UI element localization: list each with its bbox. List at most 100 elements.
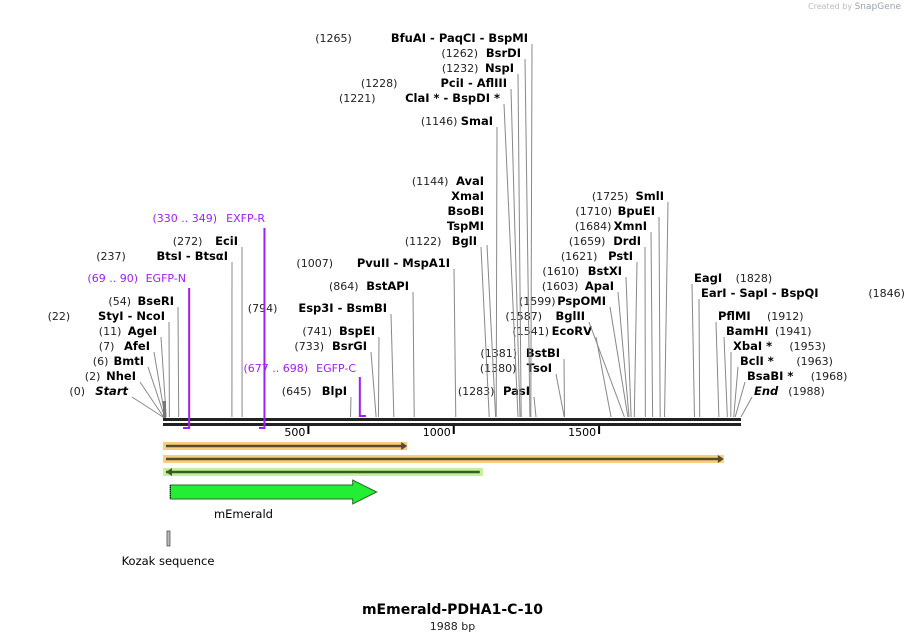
cut-position: (1968) (811, 370, 848, 383)
restriction-site[interactable]: BmtI (6) (93, 354, 166, 418)
primer-name: EXFP-R (226, 212, 265, 225)
restriction-site[interactable]: PasI(1283) (458, 384, 537, 418)
orf-feature[interactable] (163, 442, 408, 450)
restriction-site[interactable]: BclI * (1963) (733, 354, 833, 418)
ruler-tick-label: 1500 (568, 426, 596, 439)
enzyme-name: BclI * (740, 354, 774, 368)
cut-position: (1603) (542, 280, 579, 293)
restriction-site[interactable]: EciI (272) (173, 234, 243, 418)
site-connector (177, 306, 180, 418)
site-connector (412, 291, 415, 418)
restriction-site[interactable]: ApaI (1603) (542, 279, 630, 418)
site-connector (139, 381, 164, 418)
restriction-site[interactable]: End (1988) (740, 384, 825, 418)
restriction-site[interactable]: EagI (1828) (691, 271, 772, 418)
restriction-site[interactable]: BsoBI (447, 204, 484, 218)
restriction-site[interactable]: TsoI (1380) (480, 361, 565, 418)
enzyme-name: BamHI (726, 324, 768, 338)
restriction-site[interactable]: SmaI(1146) (421, 114, 498, 418)
ruler-tick-label: 500 (284, 426, 305, 439)
restriction-site[interactable]: BsrGI (733) (294, 339, 377, 418)
enzyme-name: Esp3I - BsmBI (298, 301, 387, 315)
cut-position: (272) (173, 235, 203, 248)
restriction-site[interactable]: SmlI (1725) (592, 189, 669, 418)
cut-position: (7) (99, 340, 115, 353)
start-stub (163, 401, 166, 418)
restriction-site[interactable]: PciI - AflIII (1228) (361, 76, 521, 418)
cut-position: (1146) (421, 115, 458, 128)
kozak-feature[interactable]: Kozak sequence (122, 530, 215, 568)
restriction-site[interactable]: BsrDI (1262) (441, 46, 531, 418)
restriction-site[interactable]: EarI - SapI - BspQI (1846) (698, 286, 905, 418)
restriction-site[interactable]: DrdI (1659) (569, 234, 646, 418)
site-connector (734, 381, 746, 418)
restriction-site[interactable]: ClaI * - BspDI * (1221) (339, 91, 519, 418)
restriction-site[interactable]: StyI - NcoI (22) (48, 309, 170, 418)
primer-egfp-n[interactable]: EGFP-N (69 .. 90) (87, 272, 191, 429)
enzyme-name: BlpI (322, 384, 347, 398)
restriction-site[interactable]: BstXI (1610) (542, 264, 632, 418)
enzyme-name: XbaI * (733, 339, 772, 353)
restriction-site[interactable]: AvaI (1144) (412, 174, 484, 188)
restriction-site[interactable]: BglII (1587) (505, 309, 625, 418)
primer-exfp-r[interactable]: EXFP-R (330 .. 349) (152, 212, 266, 429)
enzyme-name: ClaI * - BspDI * (405, 91, 500, 105)
cut-position: (1621) (561, 250, 598, 263)
restriction-site[interactable]: Esp3I - BsmBI (794) (248, 301, 395, 418)
restriction-site[interactable]: BlpI (645) (282, 384, 352, 418)
cut-position: (733) (294, 340, 324, 353)
restriction-site[interactable]: BstAPI (864) (329, 279, 415, 418)
cut-position: (1221) (339, 92, 376, 105)
restriction-site[interactable]: NspI (1232) (442, 61, 522, 418)
site-connector (453, 268, 457, 418)
restriction-site[interactable]: BspEI (741) (302, 324, 380, 418)
cut-position: (1587) (505, 310, 542, 323)
restriction-site[interactable]: EcoRV(1541) (512, 324, 612, 418)
cut-position: (864) (329, 280, 359, 293)
restriction-site[interactable]: PflMI (1912) (715, 309, 804, 418)
primer-range: (677 .. 698) (243, 362, 308, 375)
restriction-site[interactable]: AgeI (11) (99, 324, 167, 418)
mEmerald-label: mEmerald (214, 507, 273, 521)
restriction-site[interactable]: BseRI (54) (108, 294, 180, 418)
restriction-site[interactable]: BtsI - BtsαI (237) (96, 249, 233, 418)
restriction-site[interactable]: BsaBI * (1968) (734, 369, 848, 418)
restriction-site[interactable]: Start (0) (69, 384, 164, 418)
site-connector (698, 298, 701, 418)
primer-egfp-c[interactable]: EGFP-C (677 .. 698) (243, 362, 366, 417)
cut-position: (1610) (542, 265, 579, 278)
site-connector (563, 358, 566, 418)
enzyme-name: XmaI (451, 189, 484, 203)
cut-position: (1963) (796, 355, 833, 368)
enzyme-name: BpuEI (618, 204, 655, 218)
site-connector (524, 58, 531, 418)
plasmid-linear-map: 500 1000 1500 Start (0) NheI (2) BmtI (6) AfeI (7)… (48, 31, 905, 568)
restriction-site[interactable]: TspMI (447, 219, 484, 233)
cut-position: (1710) (575, 205, 612, 218)
enzyme-name: PciI - AflIII (440, 76, 507, 90)
restriction-site[interactable]: BpuEI (1710) (575, 204, 661, 418)
restriction-site[interactable]: BamHI (1941) (723, 324, 812, 418)
site-connector (533, 396, 537, 418)
restriction-site[interactable]: XmnI(1684) (575, 219, 654, 418)
restriction-site[interactable]: PvuII - MspA1I (1007) (296, 256, 457, 418)
site-connector (517, 73, 522, 418)
site-connector (609, 306, 629, 418)
site-connector (650, 231, 654, 418)
restriction-site[interactable]: XbaI * (1953) (730, 339, 826, 418)
site-connector (530, 43, 533, 418)
orf-feature[interactable] (163, 455, 724, 463)
orf-feature[interactable] (163, 468, 483, 476)
cut-position: (1265) (315, 32, 352, 45)
mEmerald-feature[interactable]: mEmerald (169, 479, 378, 521)
restriction-site[interactable]: BfuAI - PaqCI - BspMI (1265) (315, 31, 533, 418)
enzyme-name: BsaBI * (747, 369, 793, 383)
restriction-site[interactable]: XmaI (451, 189, 484, 203)
cut-position: (1122) (405, 235, 442, 248)
restriction-site[interactable]: PstI (1621) (561, 249, 638, 418)
restriction-site[interactable]: NheI (2) (85, 369, 164, 418)
restriction-site[interactable]: BstBI (1381) (480, 346, 566, 418)
enzyme-name: BmtI (113, 354, 144, 368)
enzyme-name: TspMI (447, 219, 484, 233)
restriction-site[interactable]: BglI (1122) (405, 234, 490, 418)
